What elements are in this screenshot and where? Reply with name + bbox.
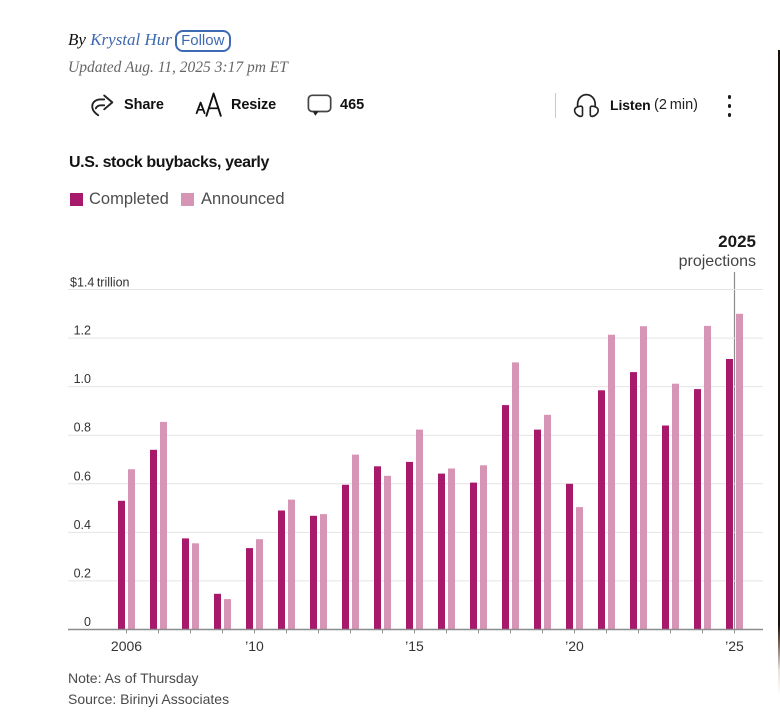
svg-text:0.2: 0.2 — [74, 566, 91, 580]
svg-text:$1.4 trillion: $1.4 trillion — [70, 276, 130, 290]
svg-text:’10: ’10 — [245, 638, 264, 654]
svg-text:’25: ’25 — [725, 638, 744, 654]
svg-text:1.0: 1.0 — [74, 372, 91, 386]
svg-text:2025: 2025 — [718, 232, 756, 251]
svg-text:’20: ’20 — [565, 638, 584, 654]
svg-text:2006: 2006 — [111, 638, 142, 654]
svg-text:0.6: 0.6 — [74, 469, 91, 483]
svg-text:1.2: 1.2 — [74, 324, 91, 338]
svg-text:0.4: 0.4 — [74, 518, 91, 532]
svg-text:’15: ’15 — [405, 638, 424, 654]
svg-text:0: 0 — [84, 615, 91, 629]
svg-text:projections: projections — [679, 253, 756, 270]
svg-text:0.8: 0.8 — [74, 421, 91, 435]
